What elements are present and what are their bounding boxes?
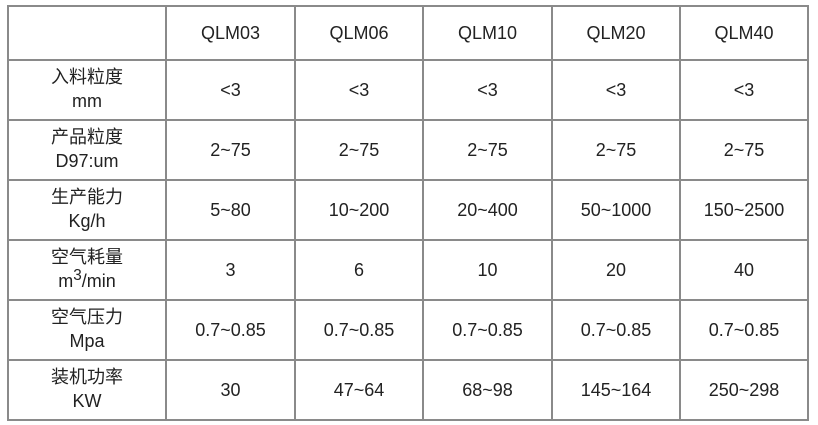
row-label-cn: 产品粒度: [51, 127, 123, 148]
row-label-installed-power: 装机功率 KW: [7, 359, 167, 421]
cell-value: 20: [551, 239, 681, 301]
cell-value: 10~200: [294, 179, 424, 241]
row-label-air-pressure: 空气压力 Mpa: [7, 299, 167, 361]
cell-value: 30: [165, 359, 296, 421]
cell-value: 0.7~0.85: [551, 299, 681, 361]
row-label-product-size: 产品粒度 D97:um: [7, 119, 167, 181]
cell-value: 10: [422, 239, 553, 301]
table-row-installed-power: 装机功率 KW 30 47~64 68~98 145~164 250~298: [7, 359, 809, 421]
table-row-air-consumption: 空气耗量 m3/min 3 6 10 20 40: [7, 239, 809, 301]
cell-value: <3: [294, 59, 424, 121]
row-label-air-consumption: 空气耗量 m3/min: [7, 239, 167, 301]
spec-table: QLM03 QLM06 QLM10 QLM20 QLM40 入料粒度 mm <3…: [7, 5, 809, 421]
cell-value: 0.7~0.85: [679, 299, 809, 361]
cell-value: 2~75: [422, 119, 553, 181]
column-header-qlm10: QLM10: [422, 5, 553, 61]
row-label-cn: 入料粒度: [51, 67, 123, 88]
row-label-capacity: 生产能力 Kg/h: [7, 179, 167, 241]
unit-superscript: 3: [73, 267, 82, 285]
cell-value: 47~64: [294, 359, 424, 421]
cell-value: <3: [422, 59, 553, 121]
table-row-capacity: 生产能力 Kg/h 5~80 10~200 20~400 50~1000 150…: [7, 179, 809, 241]
column-header-qlm03: QLM03: [165, 5, 296, 61]
cell-value: 20~400: [422, 179, 553, 241]
row-label-unit: m3/min: [9, 267, 165, 294]
cell-value: 0.7~0.85: [294, 299, 424, 361]
cell-value: 50~1000: [551, 179, 681, 241]
cell-value: 150~2500: [679, 179, 809, 241]
row-label-cn: 生产能力: [51, 187, 123, 208]
cell-value: 2~75: [551, 119, 681, 181]
table-row-air-pressure: 空气压力 Mpa 0.7~0.85 0.7~0.85 0.7~0.85 0.7~…: [7, 299, 809, 361]
row-label-unit: Kg/h: [68, 211, 106, 231]
table-row-feed-size: 入料粒度 mm <3 <3 <3 <3 <3: [7, 59, 809, 121]
cell-value: 2~75: [165, 119, 296, 181]
cell-value: 3: [165, 239, 296, 301]
cell-value: 2~75: [679, 119, 809, 181]
row-label-feed-size: 入料粒度 mm: [7, 59, 167, 121]
row-label-cn: 空气耗量: [51, 247, 123, 268]
unit-prefix: m: [58, 271, 74, 291]
cell-value: <3: [165, 59, 296, 121]
row-label-unit: KW: [72, 391, 102, 411]
row-label-cn: 装机功率: [51, 367, 123, 388]
cell-value: 68~98: [422, 359, 553, 421]
table-row-product-size: 产品粒度 D97:um 2~75 2~75 2~75 2~75 2~75: [7, 119, 809, 181]
cell-value: 0.7~0.85: [422, 299, 553, 361]
cell-value: 250~298: [679, 359, 809, 421]
table-header-row: QLM03 QLM06 QLM10 QLM20 QLM40: [7, 5, 809, 61]
column-header-qlm20: QLM20: [551, 5, 681, 61]
cell-value: 2~75: [294, 119, 424, 181]
row-label-cn: 空气压力: [51, 307, 123, 328]
cell-value: 40: [679, 239, 809, 301]
row-label-unit: Mpa: [69, 331, 105, 351]
cell-value: <3: [551, 59, 681, 121]
unit-suffix: /min: [81, 271, 116, 291]
cell-value: 5~80: [165, 179, 296, 241]
row-label-unit: D97:um: [55, 151, 119, 171]
cell-value: 6: [294, 239, 424, 301]
cell-value: 145~164: [551, 359, 681, 421]
row-label-unit: mm: [72, 91, 102, 111]
cell-value: <3: [679, 59, 809, 121]
column-header-qlm40: QLM40: [679, 5, 809, 61]
cell-value: 0.7~0.85: [165, 299, 296, 361]
column-header-qlm06: QLM06: [294, 5, 424, 61]
corner-cell: [7, 5, 167, 61]
